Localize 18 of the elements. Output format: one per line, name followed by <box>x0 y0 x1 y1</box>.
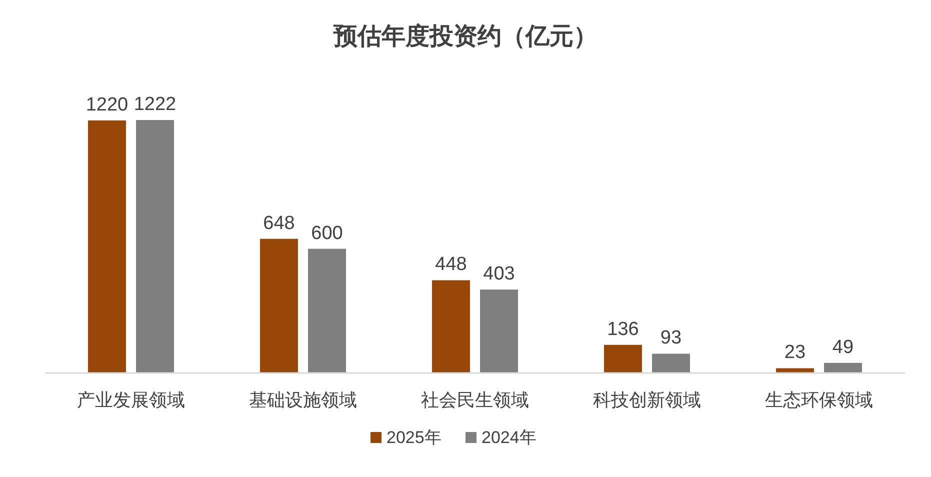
data-label: 93 <box>660 328 682 349</box>
category: 生态环保领域 <box>765 390 873 410</box>
category: 基础设施领域 <box>249 390 357 410</box>
legend-label: 2024年 <box>482 428 536 447</box>
data-label: 23 <box>784 342 806 364</box>
category: 科技创新领域 <box>593 390 701 410</box>
data-label: 1222 <box>134 94 176 115</box>
data-label: 448 <box>435 254 467 276</box>
data-label: 136 <box>607 318 639 340</box>
data-label: 600 <box>311 222 343 244</box>
legend-label: 2025年 <box>386 428 442 447</box>
title: 预估年度投资约（亿元） <box>334 23 598 50</box>
data-label: 1220 <box>86 94 128 116</box>
category: 社会民生领域 <box>421 390 529 410</box>
data-label: 49 <box>832 336 854 358</box>
data-label: 403 <box>483 264 515 285</box>
category: 产业发展领域 <box>77 390 185 410</box>
data-label: 648 <box>263 212 295 234</box>
